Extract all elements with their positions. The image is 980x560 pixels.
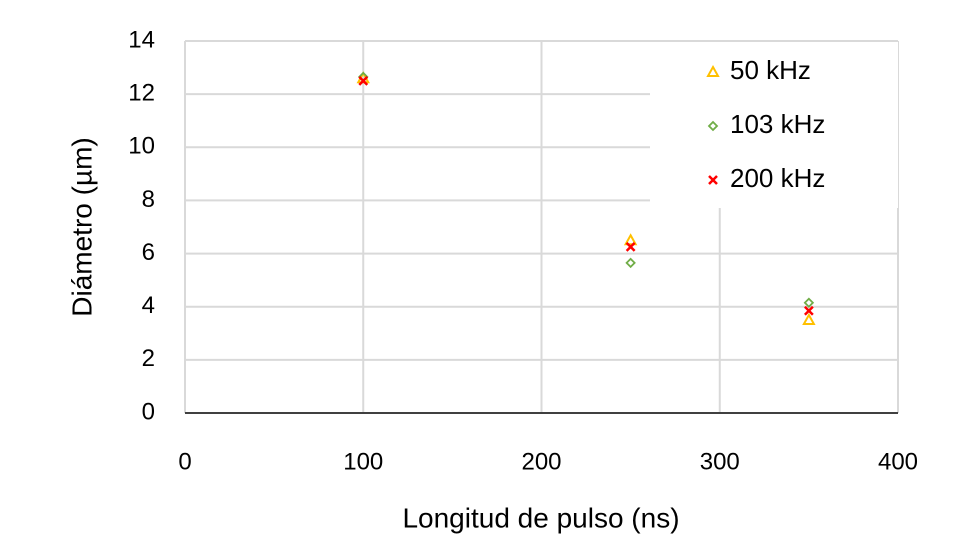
- x-tick-label: 200: [521, 448, 561, 475]
- y-tick-label: 4: [142, 292, 155, 319]
- y-tick-label: 0: [142, 398, 155, 425]
- data-point: [802, 312, 816, 325]
- y-tick-label: 2: [142, 345, 155, 372]
- x-tick-label: 300: [700, 448, 740, 475]
- legend-text: 103 kHz: [730, 109, 825, 139]
- y-tick-label: 14: [128, 26, 155, 53]
- y-tick-label: 8: [142, 186, 155, 213]
- legend-box: [650, 42, 898, 208]
- data-point: [625, 257, 636, 269]
- y-tick-label: 12: [128, 79, 155, 106]
- y-tick-label: 10: [128, 133, 155, 160]
- data-point: [358, 75, 369, 86]
- x-tick-label: 100: [343, 448, 383, 475]
- x-tick-label: 0: [178, 448, 191, 475]
- legend-text: 50 kHz: [730, 55, 811, 85]
- y-axis-label: Diámetro (µm): [66, 137, 97, 316]
- x-tick-label: 400: [878, 448, 918, 475]
- legend-marker: [707, 120, 719, 132]
- legend-marker: [706, 64, 720, 77]
- legend-marker: [708, 175, 718, 185]
- y-tick-label: 6: [142, 239, 155, 266]
- data-point: [623, 233, 638, 246]
- data-point: [803, 305, 814, 316]
- data-point: [803, 297, 815, 309]
- x-axis-label: Longitud de pulso (ns): [402, 502, 679, 533]
- legend-text: 200 kHz: [730, 163, 825, 193]
- data-point: [625, 242, 636, 252]
